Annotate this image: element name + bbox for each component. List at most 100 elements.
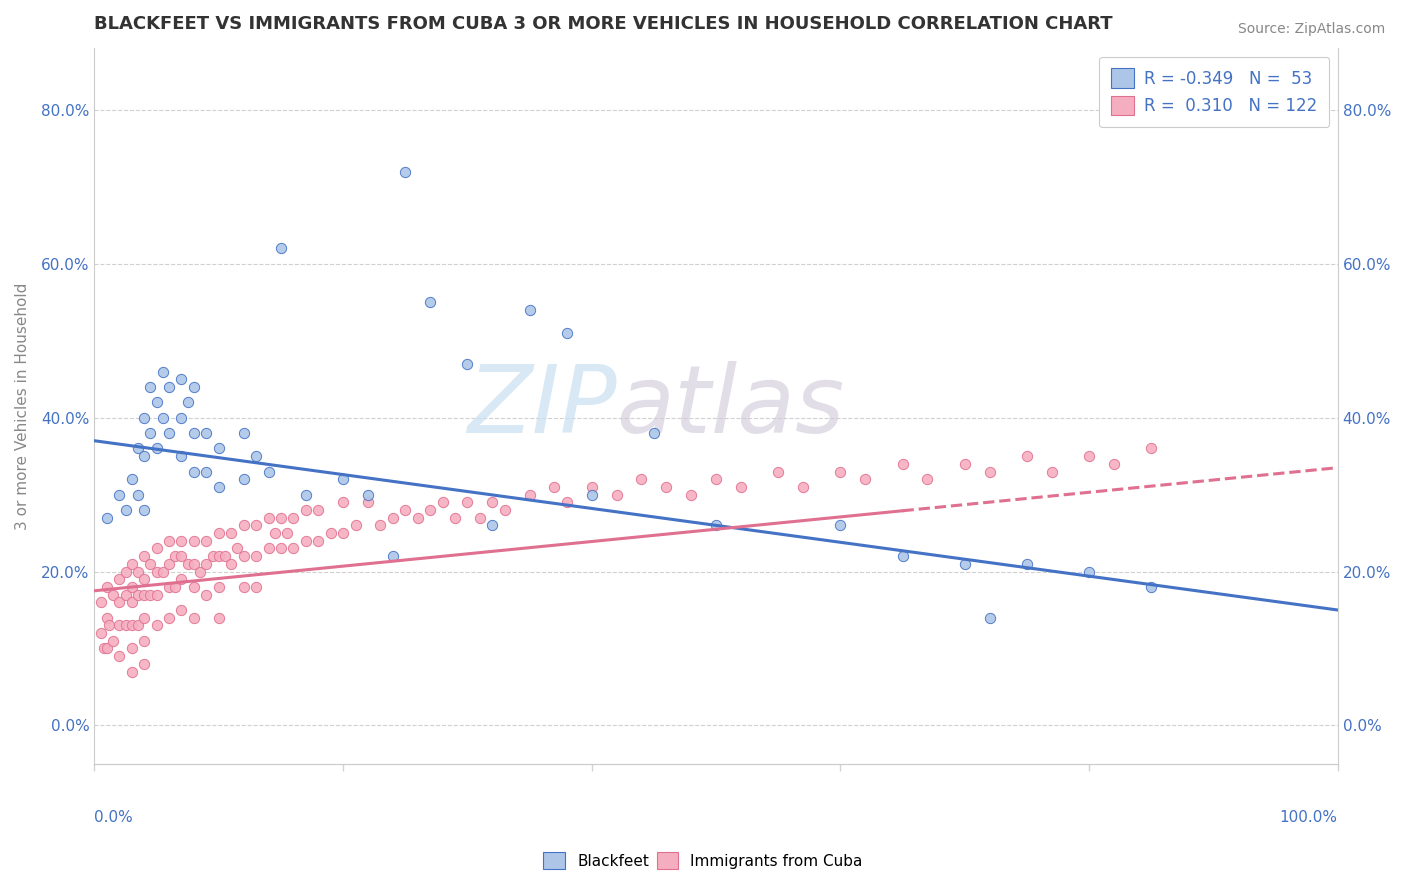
Point: [257, 510, 280, 524]
Point: [170, 410, 193, 425]
Point: [195, 557, 218, 571]
Point: [307, 533, 329, 548]
Point: [208, 526, 231, 541]
Point: [357, 495, 380, 509]
Point: [101, 588, 124, 602]
Point: [152, 565, 174, 579]
Point: [257, 541, 280, 556]
Point: [145, 565, 167, 579]
Point: [381, 510, 404, 524]
Point: [183, 465, 205, 479]
Point: [319, 526, 342, 541]
Point: [157, 425, 180, 440]
Point: [370, 518, 392, 533]
Point: [139, 557, 162, 571]
Point: [283, 510, 305, 524]
Point: [108, 487, 131, 501]
Point: [134, 572, 156, 586]
Point: [419, 503, 441, 517]
Point: [257, 465, 280, 479]
Point: [1040, 465, 1063, 479]
Point: [1140, 442, 1163, 456]
Point: [891, 549, 914, 563]
Point: [90, 595, 112, 609]
Point: [108, 618, 131, 632]
Point: [157, 557, 180, 571]
Point: [704, 518, 727, 533]
Point: [183, 610, 205, 624]
Point: [307, 503, 329, 517]
Point: [177, 395, 200, 409]
Point: [419, 295, 441, 310]
Point: [494, 503, 516, 517]
Point: [145, 618, 167, 632]
Point: [145, 541, 167, 556]
Point: [170, 603, 193, 617]
Point: [121, 618, 143, 632]
Point: [90, 626, 112, 640]
Point: [394, 164, 416, 178]
Text: atlas: atlas: [617, 360, 845, 451]
Point: [121, 595, 143, 609]
Point: [332, 526, 354, 541]
Point: [1140, 580, 1163, 594]
Text: BLACKFEET VS IMMIGRANTS FROM CUBA 3 OR MORE VEHICLES IN HOUSEHOLD CORRELATION CH: BLACKFEET VS IMMIGRANTS FROM CUBA 3 OR M…: [94, 15, 1114, 33]
Point: [979, 610, 1001, 624]
Point: [145, 442, 167, 456]
Point: [134, 410, 156, 425]
Point: [157, 580, 180, 594]
Point: [183, 425, 205, 440]
Point: [170, 533, 193, 548]
Point: [157, 610, 180, 624]
Point: [208, 480, 231, 494]
Point: [232, 472, 254, 486]
Point: [394, 503, 416, 517]
Point: [232, 580, 254, 594]
Point: [121, 665, 143, 679]
Point: [170, 372, 193, 386]
Point: [853, 472, 876, 486]
Point: [581, 487, 603, 501]
Point: [630, 472, 652, 486]
Point: [145, 588, 167, 602]
Point: [245, 549, 267, 563]
Point: [96, 610, 118, 624]
Point: [270, 242, 292, 256]
Legend: R = -0.349   N =  53, R =  0.310   N = 122: R = -0.349 N = 53, R = 0.310 N = 122: [1099, 57, 1329, 127]
Point: [270, 541, 292, 556]
Point: [1015, 449, 1038, 463]
Text: ZIP: ZIP: [467, 360, 617, 451]
Point: [295, 533, 318, 548]
Point: [332, 495, 354, 509]
Point: [468, 510, 491, 524]
Point: [101, 633, 124, 648]
Point: [481, 518, 503, 533]
Legend: Blackfeet, Immigrants from Cuba: Blackfeet, Immigrants from Cuba: [537, 846, 869, 875]
Point: [195, 588, 218, 602]
Point: [121, 580, 143, 594]
Point: [170, 449, 193, 463]
Point: [357, 487, 380, 501]
Point: [704, 472, 727, 486]
Text: 100.0%: 100.0%: [1279, 810, 1337, 825]
Point: [830, 465, 852, 479]
Point: [145, 395, 167, 409]
Point: [681, 487, 703, 501]
Point: [1078, 565, 1101, 579]
Point: [127, 442, 149, 456]
Point: [283, 541, 305, 556]
Point: [114, 618, 136, 632]
Point: [96, 641, 118, 656]
Point: [208, 549, 231, 563]
Point: [114, 565, 136, 579]
Point: [219, 526, 242, 541]
Point: [891, 457, 914, 471]
Point: [108, 595, 131, 609]
Point: [134, 503, 156, 517]
Point: [208, 442, 231, 456]
Point: [93, 641, 115, 656]
Point: [139, 425, 162, 440]
Point: [134, 657, 156, 671]
Point: [1015, 557, 1038, 571]
Point: [121, 641, 143, 656]
